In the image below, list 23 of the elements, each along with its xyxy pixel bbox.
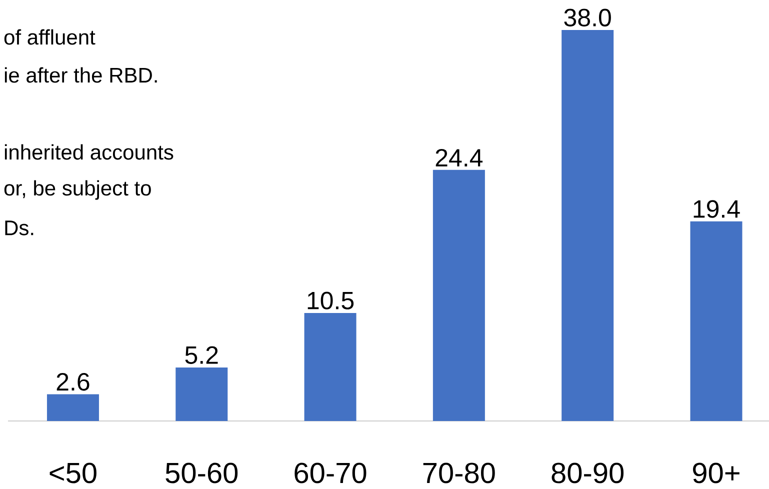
annotation: ie after the RBD. [4, 67, 157, 83]
x-tick-label: 50-60 [166, 462, 238, 484]
bar [304, 312, 356, 421]
x-tick-label: 90+ [693, 462, 740, 484]
data-label: 38.0 [564, 8, 611, 26]
annotation: of affluent [4, 29, 96, 45]
data-label: 24.4 [436, 148, 483, 166]
data-label: 5.2 [185, 346, 218, 364]
x-tick-label: 80-90 [552, 462, 624, 484]
x-tick-label: 70-80 [423, 462, 495, 484]
data-label: 19.4 [694, 200, 740, 218]
data-label: 2.6 [56, 373, 90, 391]
annotation: or, be subject to [4, 180, 151, 200]
bar [562, 30, 614, 421]
annotation: inherited accounts [4, 144, 174, 160]
data-label: 10.5 [308, 292, 354, 310]
bar [46, 394, 99, 421]
annotation: Ds. [5, 220, 34, 236]
bar [432, 170, 485, 421]
bar [690, 221, 742, 421]
x-tick-label: 60-70 [294, 462, 366, 484]
bar [176, 367, 228, 421]
x-tick-label: <50 [50, 462, 96, 484]
